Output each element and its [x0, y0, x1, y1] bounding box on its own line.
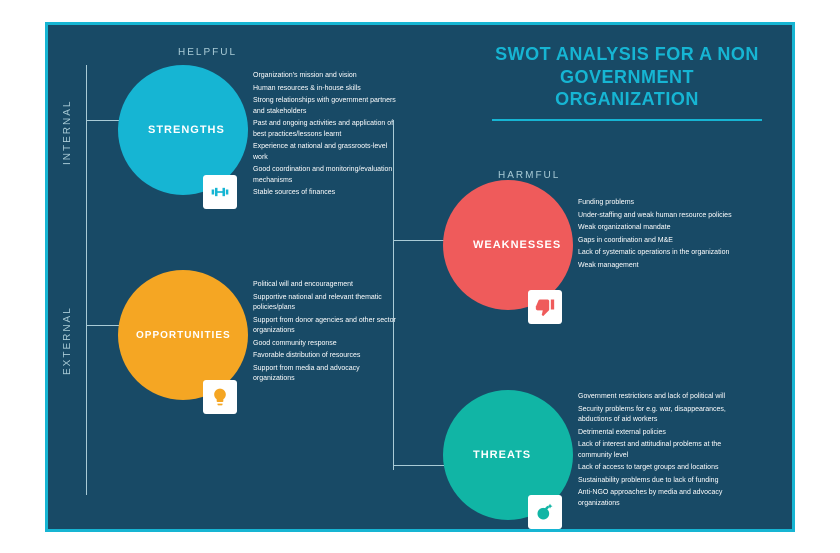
dumbbell-icon — [203, 175, 237, 209]
lightbulb-icon — [203, 380, 237, 414]
list-item: Anti-NGO approaches by media and advocac… — [578, 488, 742, 509]
list-item: Lack of interest and attitudinal problem… — [578, 440, 742, 461]
list-item: Sustainability problems due to lack of f… — [578, 476, 742, 487]
strengths-title: STRENGTHS — [148, 124, 225, 136]
quadrant-weaknesses: WEAKNESSES Funding problems Under-staffi… — [443, 180, 743, 310]
page-title: SWOT ANALYSIS FOR A NON GOVERNMENT ORGAN… — [492, 43, 762, 121]
list-item: Detrimental external policies — [578, 428, 742, 439]
list-item: Favorable distribution of resources — [253, 351, 402, 362]
thumbs-down-icon — [528, 290, 562, 324]
list-item: Security problems for e.g. war, disappea… — [578, 405, 742, 426]
strengths-list: Organization's mission and vision Human … — [253, 71, 408, 201]
list-item: Under-staffing and weak human resource p… — [578, 211, 732, 222]
list-item: Weak management — [578, 261, 732, 272]
list-item: Good coordination and monitoring/evaluat… — [253, 165, 402, 186]
list-item: Lack of systematic operations in the org… — [578, 248, 732, 259]
quadrant-threats: THREATS Government restrictions and lack… — [443, 390, 753, 530]
list-item: Organization's mission and vision — [253, 71, 402, 82]
connector — [86, 65, 87, 495]
list-item: Strong relationships with government par… — [253, 96, 402, 117]
list-item: Lack of access to target groups and loca… — [578, 463, 742, 474]
bomb-icon — [528, 495, 562, 529]
quadrant-opportunities: OPPORTUNITIES Political will and encoura… — [118, 270, 408, 400]
axis-internal: INTERNAL — [62, 75, 73, 165]
list-item: Government restrictions and lack of poli… — [578, 392, 742, 403]
axis-helpful: HELPFUL — [178, 47, 237, 58]
threats-list: Government restrictions and lack of poli… — [578, 392, 748, 511]
list-item: Support from media and advocacy organiza… — [253, 364, 402, 385]
weaknesses-title: WEAKNESSES — [473, 239, 561, 251]
list-item: Political will and encouragement — [253, 280, 402, 291]
list-item: Experience at national and grassroots-le… — [253, 142, 402, 163]
opportunities-list: Political will and encouragement Support… — [253, 280, 408, 387]
list-item: Support from donor agencies and other se… — [253, 316, 402, 337]
list-item: Past and ongoing activities and applicat… — [253, 119, 402, 140]
list-item: Stable sources of finances — [253, 188, 402, 199]
list-item: Gaps in coordination and M&E — [578, 236, 732, 247]
axis-external: EXTERNAL — [62, 285, 73, 375]
list-item: Weak organizational mandate — [578, 223, 732, 234]
swot-canvas: SWOT ANALYSIS FOR A NON GOVERNMENT ORGAN… — [45, 22, 795, 532]
opportunities-title: OPPORTUNITIES — [136, 330, 231, 341]
list-item: Supportive national and relevant themati… — [253, 293, 402, 314]
list-item: Funding problems — [578, 198, 732, 209]
threats-title: THREATS — [473, 449, 531, 461]
weaknesses-list: Funding problems Under-staffing and weak… — [578, 198, 738, 273]
list-item: Good community response — [253, 339, 402, 350]
quadrant-strengths: STRENGTHS Organization's mission and vis… — [118, 65, 408, 195]
list-item: Human resources & in-house skills — [253, 84, 402, 95]
